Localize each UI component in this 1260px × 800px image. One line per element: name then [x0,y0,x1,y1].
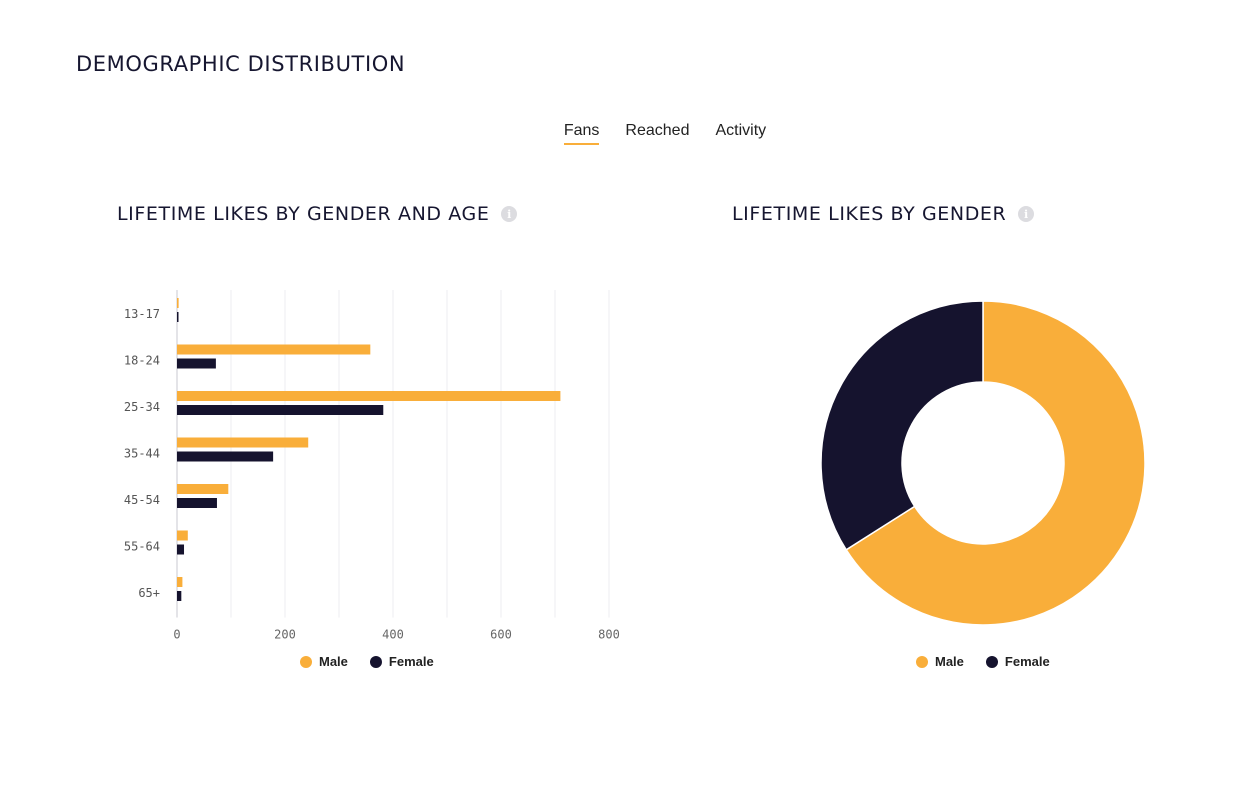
bar-female[interactable] [177,358,216,369]
bar-chart-legend: Male Female [300,654,434,669]
legend-item-male[interactable]: Male [916,654,964,669]
tab-fans[interactable]: Fans [563,122,600,145]
donut-chart-title-row: LIFETIME LIKES BY GENDER i [732,203,1035,225]
donut-chart-legend: Male Female [916,654,1050,669]
female-swatch [985,655,998,668]
tab-reached[interactable]: Reached [625,122,690,139]
donut-chart [820,300,1146,626]
legend-label-female: Female [388,654,434,669]
bar-female[interactable] [177,591,182,601]
bar-female[interactable] [177,312,179,322]
legend-label-male: Male [319,654,348,669]
y-tick-label: 55-64 [124,540,160,554]
x-tick-label: 600 [490,628,512,642]
legend-label-female: Female [1004,654,1050,669]
legend-item-female[interactable]: Female [369,654,434,669]
info-icon[interactable]: i [501,206,518,222]
male-swatch [916,655,928,668]
male-swatch [300,655,312,668]
y-tick-label: 65+ [138,586,160,600]
info-icon[interactable]: i [1018,206,1035,222]
bar-chart-title: LIFETIME LIKES BY GENDER AND AGE [117,203,490,225]
x-tick-label: 400 [382,628,404,642]
y-tick-label: 45-54 [124,493,160,507]
y-tick-label: 35-44 [124,447,160,461]
bar-male[interactable] [177,484,229,494]
y-tick-label: 25-34 [124,400,160,414]
bar-male[interactable] [177,577,183,587]
bar-female[interactable] [177,498,217,508]
bar-male[interactable] [177,391,561,401]
bar-male[interactable] [177,344,371,355]
bar-female[interactable] [177,544,185,555]
tab-bar: Fans Reached Activity [0,122,1260,145]
donut-chart-title: LIFETIME LIKES BY GENDER [732,203,1007,225]
legend-label-male: Male [935,654,964,669]
y-tick-label: 18-24 [124,354,160,368]
donut-slice-male[interactable] [845,300,1146,626]
bar-male[interactable] [177,298,179,308]
donut-slice-female[interactable] [820,300,984,551]
x-tick-label: 0 [173,628,180,642]
bar-male[interactable] [177,437,309,448]
y-tick-label: 13-17 [124,307,160,321]
bar-female[interactable] [177,405,384,415]
bar-female[interactable] [177,451,274,462]
x-tick-label: 200 [274,628,296,642]
x-tick-label: 800 [598,628,620,642]
bar-chart-title-row: LIFETIME LIKES BY GENDER AND AGE i [117,203,518,225]
female-swatch [369,655,382,668]
page-title: DEMOGRAPHIC DISTRIBUTION [76,52,406,76]
tab-activity[interactable]: Activity [715,122,767,139]
bar-male[interactable] [177,530,188,541]
legend-item-male[interactable]: Male [300,654,348,669]
legend-item-female[interactable]: Female [985,654,1050,669]
bar-chart: 0 200 400 600 800 13-17 18-24 25-34 35-44 45-54 55… [124,290,620,642]
